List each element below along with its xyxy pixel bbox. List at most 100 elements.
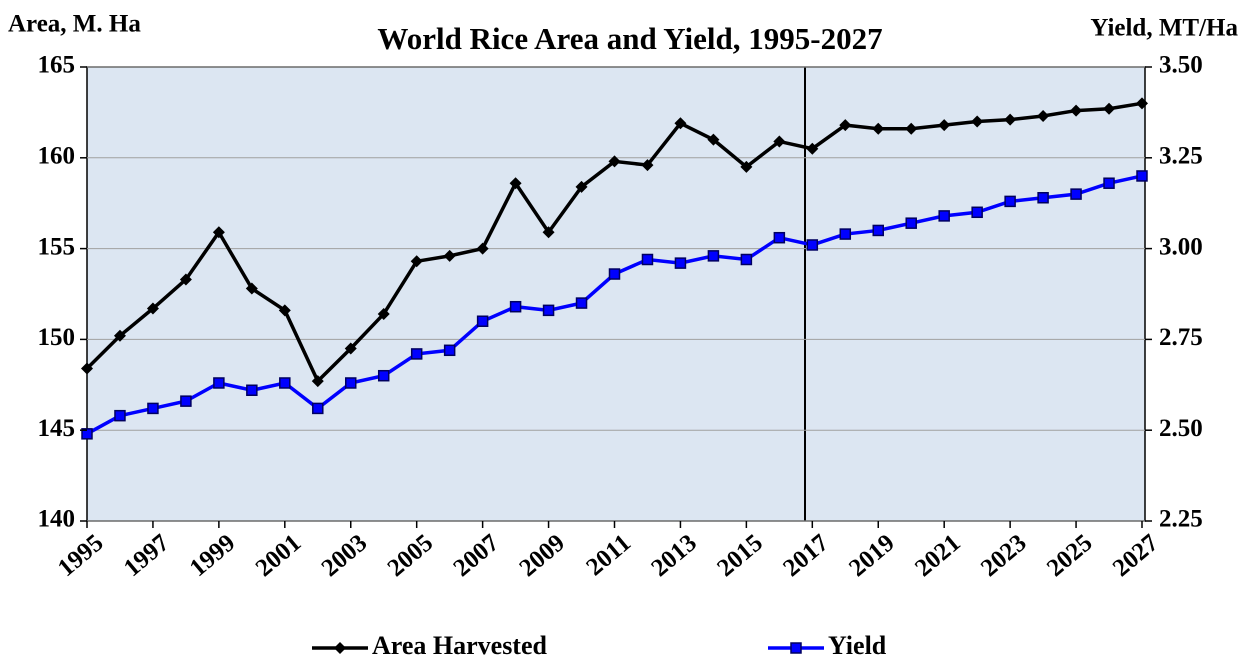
point <box>1103 177 1115 189</box>
x-tick-label: 2027 <box>1108 529 1164 582</box>
point <box>410 348 423 360</box>
x-tick-label: 2003 <box>317 529 373 582</box>
y2-tick-label: 3.00 <box>1159 233 1203 260</box>
point <box>1004 113 1017 126</box>
point <box>1070 188 1082 200</box>
point <box>476 315 489 327</box>
x-tick-label: 2015 <box>712 529 768 582</box>
point <box>509 300 522 313</box>
y2-tick-label: 2.75 <box>1159 324 1203 351</box>
point <box>212 226 225 239</box>
y-tick-label: 150 <box>38 324 76 351</box>
point <box>905 217 917 229</box>
point <box>1103 102 1116 115</box>
y-axis-label: Area, M. Ha <box>8 11 141 38</box>
point <box>213 377 225 389</box>
point <box>377 369 390 382</box>
point <box>81 428 93 440</box>
legend-label: Yield <box>828 631 887 660</box>
y-tick-label: 140 <box>38 506 76 533</box>
point <box>608 155 621 168</box>
point <box>806 142 819 155</box>
point <box>1136 170 1148 182</box>
y-tick-label: 155 <box>38 233 76 260</box>
point <box>740 160 753 173</box>
point <box>872 224 884 237</box>
point <box>872 122 885 135</box>
point <box>1070 104 1083 117</box>
point <box>1037 192 1049 204</box>
marks <box>81 97 1148 440</box>
point <box>114 409 126 422</box>
y2-tick-label: 2.25 <box>1159 506 1203 533</box>
point <box>1136 97 1148 110</box>
point <box>278 304 291 317</box>
point <box>938 210 950 222</box>
point <box>674 257 687 269</box>
point <box>839 228 852 240</box>
point <box>312 402 324 415</box>
point <box>443 344 456 357</box>
x-tick-label: 2009 <box>514 529 570 582</box>
point <box>608 268 621 280</box>
x-tick-label: 2001 <box>251 529 307 582</box>
point <box>707 250 720 262</box>
x-tick-label: 2007 <box>449 529 505 582</box>
plot-area <box>86 66 1146 522</box>
point <box>905 122 918 135</box>
point <box>641 253 654 266</box>
point <box>542 226 555 239</box>
x-tick-label: 2005 <box>383 529 439 582</box>
legend-marker <box>790 642 802 654</box>
point <box>938 119 951 132</box>
point <box>179 273 192 286</box>
point <box>575 180 588 193</box>
point <box>971 206 983 219</box>
x-tick-label: 2011 <box>581 529 636 581</box>
point <box>246 384 258 396</box>
point <box>707 133 720 146</box>
point <box>509 177 522 190</box>
x-tick-label: 2019 <box>844 529 900 582</box>
point <box>345 377 357 389</box>
point <box>542 304 555 317</box>
x-tick-label: 2021 <box>910 529 966 582</box>
legend-label: Area Harvested <box>372 631 548 660</box>
x-tick-label: 1999 <box>185 529 241 582</box>
point <box>1037 110 1050 123</box>
point <box>839 119 852 132</box>
point <box>377 307 390 320</box>
y2-tick-label: 3.50 <box>1159 52 1203 79</box>
point <box>575 297 588 309</box>
point <box>147 402 159 415</box>
y-tick-label: 165 <box>38 52 76 79</box>
y2-tick-label: 2.50 <box>1159 415 1203 442</box>
x-tick-label: 2025 <box>1042 529 1098 582</box>
point <box>180 395 192 407</box>
point <box>971 115 984 128</box>
point <box>674 117 687 130</box>
x-tick-label: 2017 <box>778 529 834 582</box>
point <box>81 362 93 375</box>
point <box>773 231 786 244</box>
point <box>344 342 357 355</box>
chart-title: World Rice Area and Yield, 1995-2027 <box>377 21 882 56</box>
x-tick-label: 2013 <box>646 529 702 582</box>
point <box>245 282 258 295</box>
x-tick-label: 2023 <box>976 529 1032 582</box>
point <box>443 249 456 262</box>
y2-tick-label: 3.25 <box>1159 143 1203 170</box>
point <box>740 253 753 266</box>
x-tick-label: 1997 <box>119 529 175 582</box>
legend-marker <box>334 642 346 654</box>
point <box>476 242 489 255</box>
point <box>773 135 786 148</box>
y2-axis-label: Yield, MT/Ha <box>1090 15 1238 42</box>
point <box>641 159 654 172</box>
point <box>311 375 324 388</box>
point <box>410 255 423 268</box>
y-tick-label: 145 <box>38 415 76 442</box>
y-tick-label: 160 <box>38 143 76 170</box>
point <box>279 377 291 389</box>
